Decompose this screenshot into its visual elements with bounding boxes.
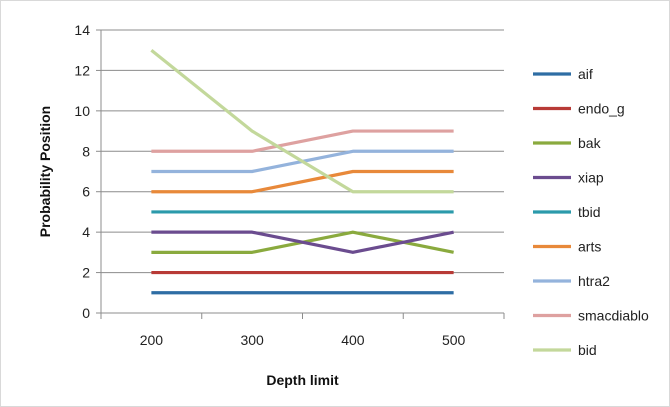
series-line-bid xyxy=(150,48,454,194)
series-line-smacdiablo xyxy=(151,129,454,153)
legend-label: htra2 xyxy=(578,273,610,289)
series-line-xiap xyxy=(151,230,454,254)
x-tick-label: 400 xyxy=(341,332,365,348)
x-tick-label: 300 xyxy=(240,332,264,348)
y-tick-label: 12 xyxy=(74,62,90,78)
y-tick-labels: 0 2 4 6 8 10 12 14 xyxy=(74,22,90,321)
legend-label: aif xyxy=(578,66,593,82)
y-tick-label: 14 xyxy=(74,22,90,38)
y-tick-label: 10 xyxy=(74,103,90,119)
legend-label: bak xyxy=(578,135,602,151)
axes xyxy=(96,29,505,319)
legend-label: smacdiablo xyxy=(578,308,649,324)
series-line-arts xyxy=(151,169,454,194)
x-tick-label: 200 xyxy=(140,332,164,348)
y-tick-label: 4 xyxy=(82,224,90,240)
legend-label: bid xyxy=(578,342,597,358)
x-tick-labels: 200 300 400 500 xyxy=(140,332,466,348)
legend-label: endo_g xyxy=(578,101,625,117)
y-tick-label: 0 xyxy=(82,305,90,321)
legend-label: arts xyxy=(578,239,601,255)
series-lines xyxy=(150,48,454,295)
y-tick-label: 2 xyxy=(82,265,90,281)
x-tick-label: 500 xyxy=(442,332,466,348)
y-tick-label: 6 xyxy=(82,184,90,200)
y-axis-title: Probability Position xyxy=(37,106,53,237)
x-axis-title: Depth limit xyxy=(266,372,339,388)
y-tick-label: 8 xyxy=(82,143,90,159)
legend-label: xiap xyxy=(578,170,604,186)
legend-label: tbid xyxy=(578,204,601,220)
